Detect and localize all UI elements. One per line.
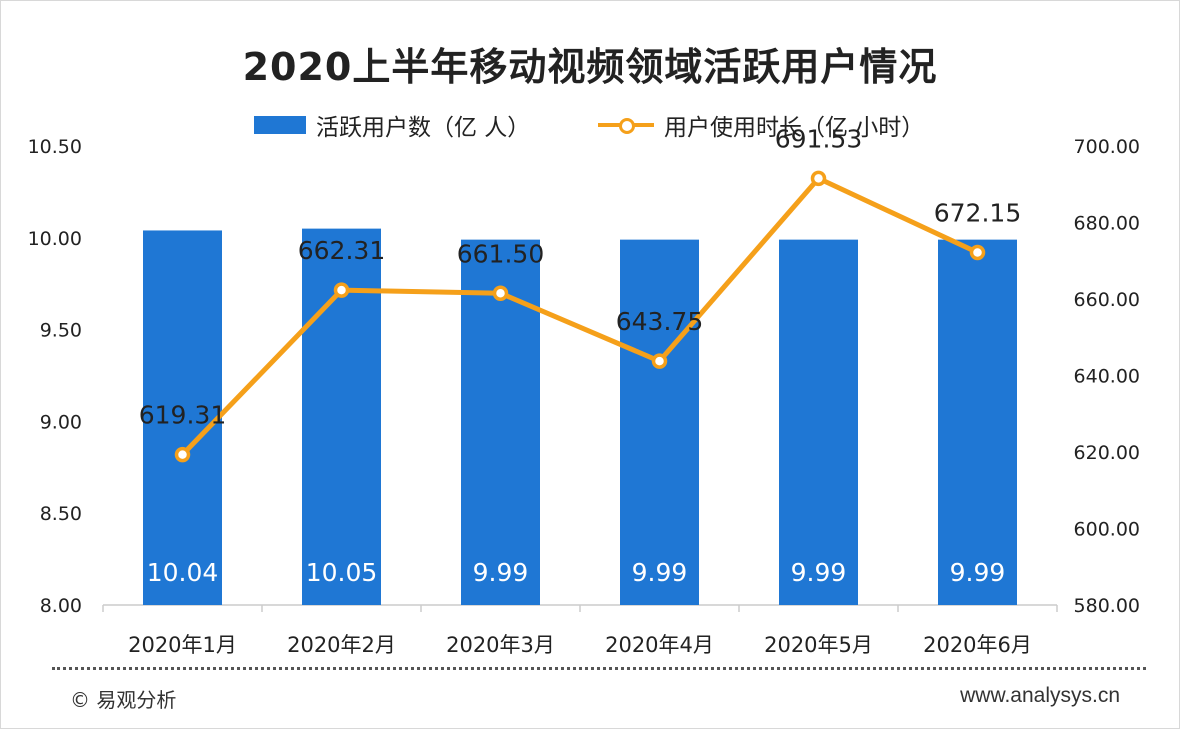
- bar-value-label: 9.99: [632, 558, 688, 587]
- legend-item-users: 活跃用户数（亿 人）: [254, 108, 530, 142]
- x-tick-label: 2020年1月: [128, 633, 237, 657]
- line-point: [651, 353, 668, 369]
- chart-legend: 活跃用户数（亿 人） 用户使用时长（亿 小时）: [0, 108, 1180, 142]
- y-right-tick-label: 640.00: [1074, 366, 1140, 388]
- legend-label-users: 活跃用户数（亿 人）: [316, 115, 531, 141]
- line-value-label: 691.53: [775, 124, 862, 153]
- y-left-tick-label: 9.00: [40, 411, 82, 433]
- footer-website: www.analysys.cn: [960, 684, 1120, 707]
- y-left-tick-label: 10.50: [28, 136, 82, 158]
- line-value-label: 643.75: [616, 307, 703, 336]
- y-right-tick-label: 700.00: [1074, 136, 1140, 158]
- line-value-label: 619.31: [139, 401, 226, 430]
- x-tick-label: 2020年2月: [287, 633, 396, 657]
- footer-separator: [52, 667, 1146, 670]
- bar-value-label: 9.99: [791, 558, 847, 587]
- legend-item-duration: 用户使用时长（亿 小时）: [598, 108, 924, 142]
- y-left-tick-label: 10.00: [28, 228, 82, 250]
- line-value-label: 662.31: [298, 236, 385, 265]
- duration-line: [180, 175, 980, 458]
- y-right-tick-label: 580.00: [1074, 595, 1140, 617]
- bar: [938, 239, 1017, 606]
- line-point: [492, 285, 509, 302]
- y-left-tick-label: 8.50: [40, 503, 82, 525]
- y-left-tick-label: 9.50: [40, 320, 82, 342]
- legend-line-swatch: [598, 116, 654, 134]
- x-tick-label: 2020年6月: [923, 633, 1032, 657]
- y-left-tick-label: 8.00: [40, 595, 82, 617]
- bar-value-label: 9.99: [473, 558, 529, 587]
- y-right-tick-label: 600.00: [1074, 519, 1140, 541]
- x-tick-label: 2020年4月: [605, 633, 714, 657]
- line-value-label: 661.50: [457, 239, 544, 268]
- bar-value-label: 9.99: [950, 558, 1006, 587]
- footer-source: © 易观分析: [70, 688, 177, 712]
- line-point: [174, 446, 191, 463]
- bar: [779, 239, 858, 606]
- bar-value-label: 10.04: [147, 558, 219, 587]
- x-tick-label: 2020年3月: [446, 633, 555, 657]
- legend-label-duration: 用户使用时长（亿 小时）: [664, 115, 925, 141]
- chart-title: 2020上半年移动视频领域活跃用户情况: [242, 45, 938, 89]
- y-right-tick-label: 620.00: [1074, 442, 1140, 464]
- line-point: [333, 282, 350, 298]
- bar-value-label: 10.05: [306, 558, 378, 587]
- x-tick-label: 2020年5月: [764, 633, 873, 657]
- line-point: [969, 244, 986, 261]
- bar: [143, 230, 222, 605]
- line-value-label: 672.15: [934, 199, 1021, 228]
- bar: [620, 239, 699, 606]
- y-right-tick-label: 680.00: [1074, 213, 1140, 235]
- line-point: [810, 170, 827, 187]
- y-right-tick-label: 660.00: [1074, 289, 1140, 311]
- legend-bar-swatch: [254, 116, 306, 134]
